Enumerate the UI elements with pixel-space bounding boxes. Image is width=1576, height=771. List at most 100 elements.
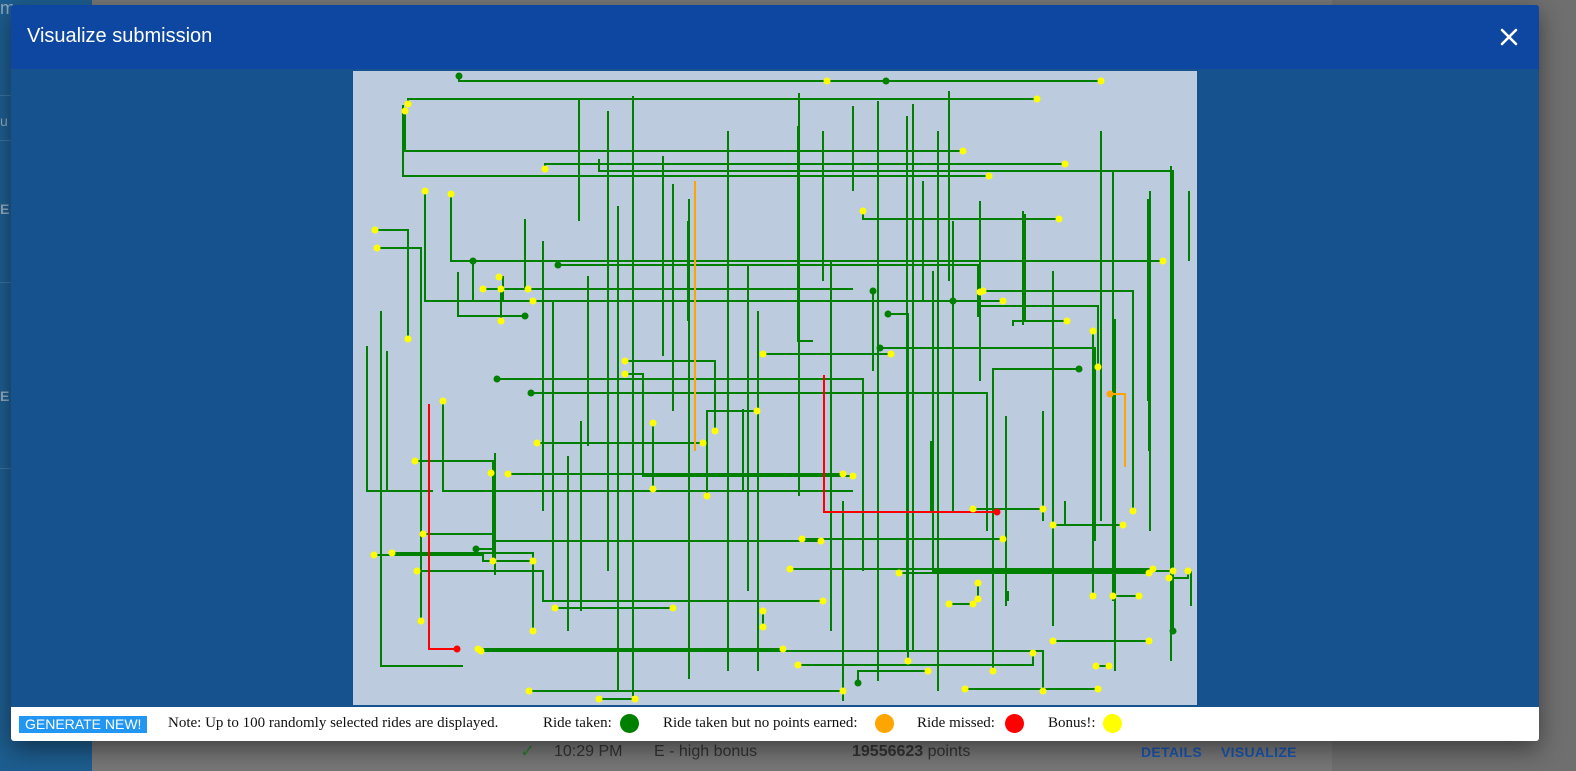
ride-endpoint-dot xyxy=(541,165,549,173)
ride-endpoint-dot xyxy=(649,419,657,427)
ride-endpoint-dot xyxy=(419,530,427,538)
ride-endpoint-dot xyxy=(985,172,993,180)
ride-visualization-canvas xyxy=(353,71,1197,705)
ride-endpoint-dot xyxy=(786,565,794,573)
dialog-header: Visualize submission xyxy=(11,5,1539,69)
ride-no-points-swatch xyxy=(875,714,894,733)
ride-endpoint-dot xyxy=(1169,567,1177,575)
ride-endpoint-dot xyxy=(823,77,831,85)
ride-endpoint-dot xyxy=(472,545,480,553)
ride-path xyxy=(407,98,1037,104)
ride-endpoint-dot xyxy=(1063,317,1071,325)
background-glyph: E xyxy=(0,201,10,217)
ride-path xyxy=(472,261,1003,302)
legend-bar: GENERATE NEW! Note: Up to 100 randomly s… xyxy=(11,707,1539,741)
ride-endpoint-dot xyxy=(497,317,505,325)
ride-endpoint-dot xyxy=(525,687,533,695)
ride-endpoint-dot xyxy=(711,427,719,435)
ride-endpoint-dot xyxy=(413,567,421,575)
generate-new-button[interactable]: GENERATE NEW! xyxy=(19,716,148,733)
ride-endpoint-dot xyxy=(1075,365,1083,373)
ride-missed-swatch xyxy=(1005,714,1024,733)
legend-bonus-label: Bonus!: xyxy=(1048,715,1096,731)
ride-path xyxy=(598,159,1174,631)
ride-endpoint-dot xyxy=(417,617,425,625)
ride-endpoint-dot xyxy=(439,397,447,405)
ride-endpoint-dot xyxy=(479,285,487,293)
ride-endpoint-dot xyxy=(1094,363,1102,371)
ride-endpoint-dot xyxy=(854,679,862,687)
ride-endpoint-dot xyxy=(1105,662,1113,670)
ride-path xyxy=(423,533,821,542)
ride-endpoint-dot xyxy=(882,77,890,85)
ride-endpoint-dot xyxy=(551,604,559,612)
ride-endpoint-dot xyxy=(455,72,463,80)
ride-endpoint-dot xyxy=(961,685,969,693)
ride-endpoint-dot xyxy=(759,623,767,631)
ride-endpoint-dot xyxy=(1049,637,1057,645)
ride-path xyxy=(1110,393,1126,467)
ride-endpoint-dot xyxy=(477,647,485,655)
ride-path xyxy=(625,373,853,477)
ride-endpoint-dot xyxy=(817,537,825,545)
ride-endpoint-dot xyxy=(631,695,639,703)
ride-endpoint-dot xyxy=(949,297,957,305)
ride-path xyxy=(823,375,997,513)
ride-endpoint-dot xyxy=(945,600,953,608)
ride-endpoint-dot xyxy=(373,244,381,252)
ride-path xyxy=(992,368,1079,671)
close-button[interactable] xyxy=(1495,23,1523,51)
ride-endpoint-dot xyxy=(1029,649,1037,657)
details-link[interactable]: DETAILS xyxy=(1141,744,1202,760)
legend-ride-missed-label: Ride missed: xyxy=(917,715,995,731)
ride-path xyxy=(442,401,853,492)
ride-endpoint-dot xyxy=(974,579,982,587)
ride-path xyxy=(558,264,979,317)
ride-path xyxy=(428,404,457,650)
ride-endpoint-dot xyxy=(497,285,505,293)
row-time: 10:29 PM xyxy=(554,743,623,760)
legend-ride-no-points-label: Ride taken but no points earned: xyxy=(663,715,858,731)
visualize-link[interactable]: VISUALIZE xyxy=(1221,744,1297,760)
ride-endpoint-dot xyxy=(999,297,1007,305)
ride-endpoint-dot xyxy=(453,645,461,653)
ride-endpoint-dot xyxy=(699,439,707,447)
row-name: E - high bonus xyxy=(654,743,758,760)
ride-path xyxy=(862,211,1059,220)
ride-endpoint-dot xyxy=(371,226,379,234)
ride-endpoint-dot xyxy=(1089,592,1097,600)
ride-endpoint-dot xyxy=(621,357,629,365)
ride-endpoint-dot xyxy=(493,375,501,383)
ride-endpoint-dot xyxy=(1145,569,1153,577)
ride-endpoint-dot xyxy=(524,285,532,293)
ride-path xyxy=(798,653,1034,666)
ride-endpoint-dot xyxy=(1089,327,1097,335)
ride-endpoint-dot xyxy=(1165,574,1173,582)
ride-path xyxy=(375,229,409,339)
ride-endpoint-dot xyxy=(411,457,419,465)
ride-endpoint-dot xyxy=(554,261,562,269)
ride-path xyxy=(983,290,1134,511)
ride-endpoint-dot xyxy=(1061,160,1069,168)
close-icon xyxy=(1500,28,1518,46)
ride-endpoint-dot xyxy=(839,687,847,695)
ride-path xyxy=(979,292,1099,367)
ride-endpoint-dot xyxy=(924,667,932,675)
ride-endpoint-dot xyxy=(969,600,977,608)
ride-endpoint-dot xyxy=(904,657,912,665)
ride-endpoint-dot xyxy=(1145,637,1153,645)
ride-endpoint-dot xyxy=(895,569,903,577)
legend-ride-taken-label: Ride taken: xyxy=(543,715,612,731)
ride-path xyxy=(531,392,988,531)
ride-endpoint-dot xyxy=(495,273,503,281)
ride-endpoint-dot xyxy=(1092,662,1100,670)
ride-endpoint-dot xyxy=(504,470,512,478)
rides-taken xyxy=(366,76,1192,701)
ride-endpoint-dot xyxy=(1109,592,1117,600)
ride-endpoint-dot xyxy=(421,187,429,195)
ride-path xyxy=(402,105,989,177)
ride-path xyxy=(458,76,1101,82)
ride-endpoint-dot xyxy=(753,407,761,415)
ride-endpoint-dot xyxy=(839,470,847,478)
ride-endpoint-dot xyxy=(404,100,412,108)
